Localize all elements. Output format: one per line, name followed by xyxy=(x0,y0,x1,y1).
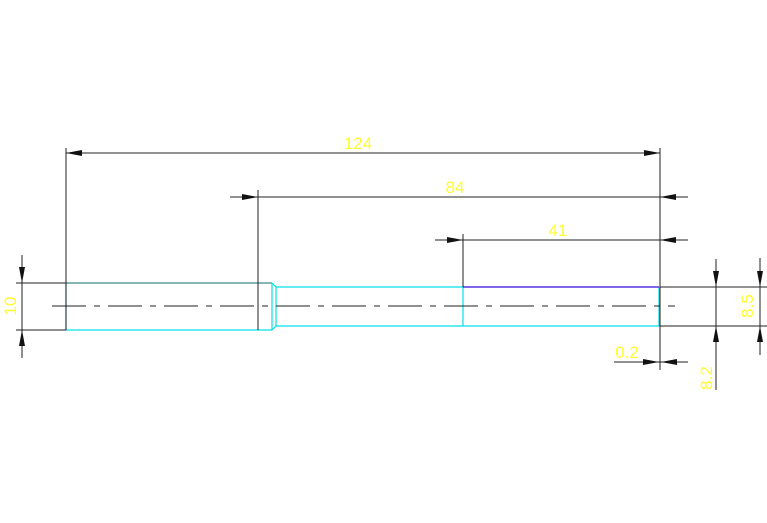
shaft-outline[interactable] xyxy=(65,282,660,331)
dimension-text: 84 xyxy=(446,178,465,197)
dimension-84[interactable]: 84 xyxy=(230,178,688,200)
dimension-8-2[interactable]: 8.2 xyxy=(697,259,719,390)
dimension-0-2[interactable]: 0.2 xyxy=(614,343,688,365)
dimension-text: 0.2 xyxy=(615,343,639,362)
dimension-text: 8.2 xyxy=(697,366,716,390)
extension-lines xyxy=(16,148,767,370)
dimension-text: 10 xyxy=(1,297,20,316)
dimension-10[interactable]: 10 xyxy=(1,255,25,358)
dimension-8-5[interactable]: 8.5 xyxy=(738,258,763,355)
dimension-text: 124 xyxy=(344,134,372,153)
dimension-41[interactable]: 41 xyxy=(435,221,688,243)
dimension-124[interactable]: 124 xyxy=(66,134,660,156)
dimension-text: 41 xyxy=(549,221,568,240)
dimension-text: 8.5 xyxy=(738,294,757,318)
